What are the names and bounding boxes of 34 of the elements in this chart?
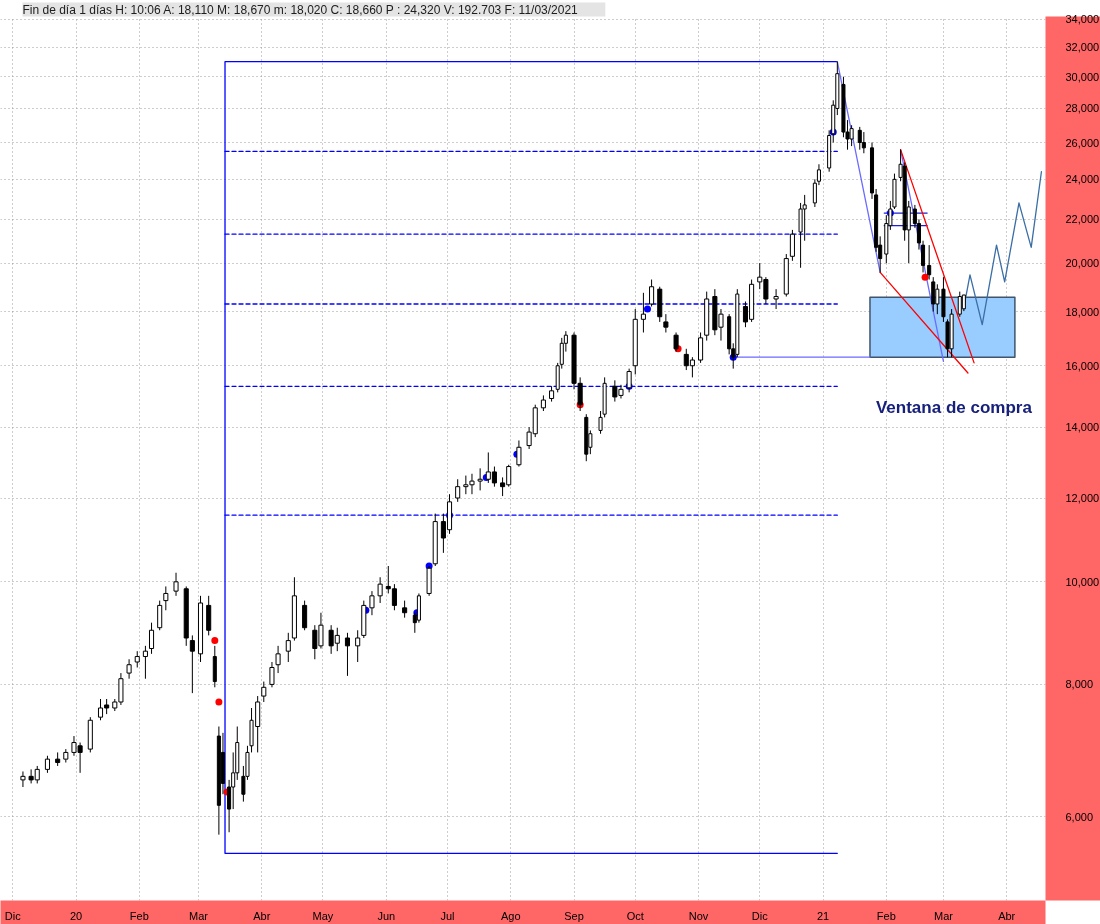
x-tick-label: Feb [129, 909, 149, 922]
y-tick-label: 32,000 [1065, 41, 1100, 54]
y-tick-label: 10,000 [1065, 575, 1100, 588]
x-tick-label: Dic [751, 909, 769, 922]
chart-title: Fin de día 1 días H: 10:06 A: 18,110 M: 18,670 m: 18,020 C: 18,660 P : 24,320 V: 192.703 F: 11/03/2021 [22, 2, 579, 17]
x-tick-label: Mar [933, 909, 954, 922]
x-tick-label: Ago [500, 909, 521, 922]
x-tick-label: May [312, 909, 334, 922]
y-tick-label: 6,000 [1065, 810, 1094, 823]
x-tick-label: Nov [688, 909, 709, 922]
x-tick-label: Oct [626, 909, 644, 922]
x-tick-label: Jul [440, 909, 455, 922]
x-tick-label: Sep [564, 909, 584, 922]
x-tick-label: Abr [998, 909, 1016, 922]
x-tick-label: 20 [69, 909, 83, 922]
y-tick-label: 8,000 [1065, 678, 1094, 691]
x-tick-label: Dic [4, 909, 22, 922]
x-tick-label: Jun [377, 909, 396, 922]
annotation: Ventana de compra [875, 397, 1033, 417]
x-tick-label: 21 [816, 909, 830, 922]
x-tick-label: Abr [253, 909, 271, 922]
y-tick-label: 12,000 [1065, 492, 1100, 504]
y-tick-label: 20,000 [1065, 257, 1100, 270]
y-tick-label: 14,000 [1065, 421, 1100, 434]
y-tick-label: 34,000 [1065, 13, 1100, 26]
y-tick-label: 26,000 [1065, 136, 1100, 149]
y-tick-label: 28,000 [1065, 102, 1100, 115]
x-tick-label: Mar [189, 909, 209, 922]
y-tick-label: 22,000 [1065, 213, 1100, 226]
y-tick-label: 24,000 [1065, 173, 1100, 186]
y-tick-label: 30,000 [1065, 70, 1100, 83]
y-tick-label: 18,000 [1065, 305, 1100, 318]
x-tick-label: Feb [876, 909, 896, 922]
y-tick-label: 16,000 [1065, 359, 1100, 372]
